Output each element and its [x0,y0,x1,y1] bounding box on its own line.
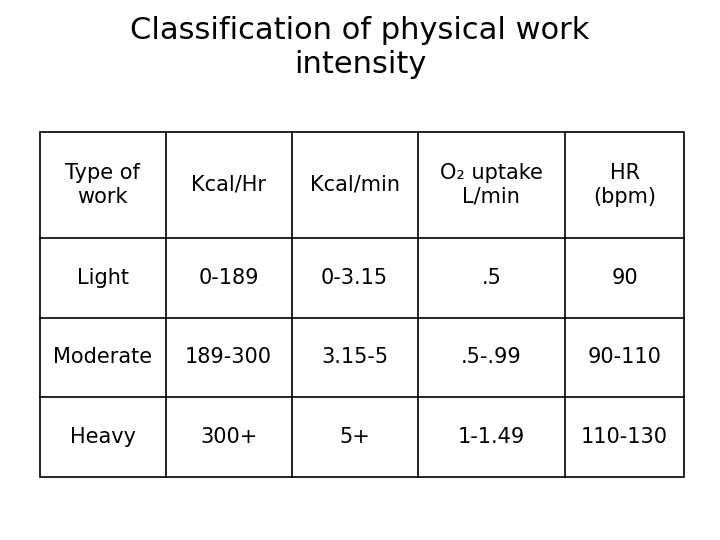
Text: Kcal/Hr: Kcal/Hr [191,175,266,195]
Text: 110-130: 110-130 [581,427,668,448]
Text: 5+: 5+ [339,427,370,448]
Text: 0-3.15: 0-3.15 [321,267,388,288]
Text: O₂ uptake
L/min: O₂ uptake L/min [440,163,543,206]
Text: .5-.99: .5-.99 [461,347,522,368]
Text: Heavy: Heavy [70,427,135,448]
Text: 189-300: 189-300 [185,347,272,368]
Text: 90-110: 90-110 [588,347,662,368]
Text: HR
(bpm): HR (bpm) [593,163,656,206]
Text: 0-189: 0-189 [198,267,259,288]
Text: Moderate: Moderate [53,347,152,368]
Text: 90: 90 [611,267,638,288]
Text: 3.15-5: 3.15-5 [321,347,388,368]
Text: .5: .5 [482,267,501,288]
Text: Type of
work: Type of work [66,163,140,206]
Text: Light: Light [76,267,129,288]
Text: Classification of physical work
intensity: Classification of physical work intensit… [130,16,590,79]
Text: 300+: 300+ [200,427,257,448]
Text: Kcal/min: Kcal/min [310,175,400,195]
Text: 1-1.49: 1-1.49 [458,427,525,448]
Bar [40,132,684,477]
